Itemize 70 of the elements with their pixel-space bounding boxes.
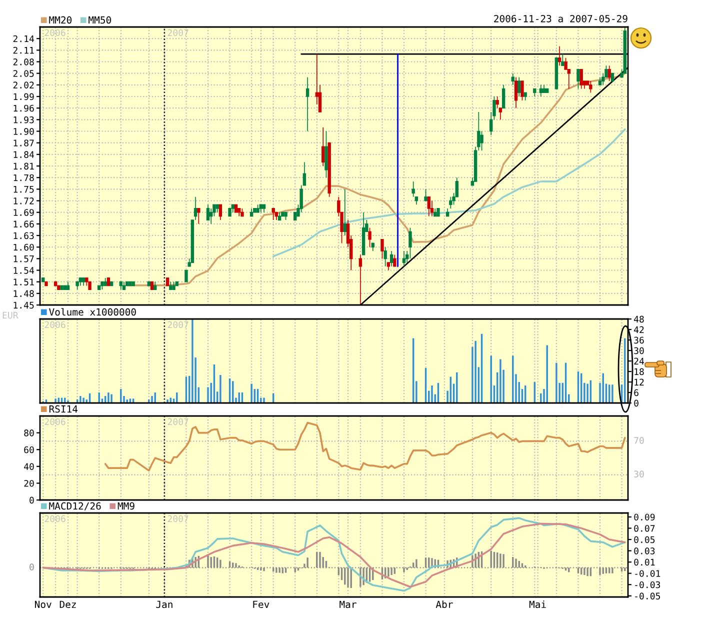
x-tick-label: Jan <box>156 600 172 608</box>
y-tick-label: 1.63 <box>14 232 34 240</box>
y-axis-title: EUR <box>2 312 18 319</box>
y-tick-label: 2.02 <box>13 82 34 88</box>
y-tick-label: 30 <box>634 347 644 354</box>
y-tick-label: 1.81 <box>14 162 34 170</box>
legend-label: Volume x1000000 <box>49 308 136 316</box>
ref-line-label: 2007 <box>168 321 188 328</box>
annotation: 2006 <box>44 515 66 522</box>
y-tick-label: 1.60 <box>14 244 34 251</box>
x-tick-label: Dez <box>60 600 76 608</box>
y-tick-label: 0.09 <box>634 514 655 521</box>
y-tick-label: 1.90 <box>14 128 34 135</box>
x-tick-label: Nov <box>34 600 52 608</box>
y-tick-label: 0.05 <box>634 536 655 544</box>
y-tick-label: 0 <box>30 496 34 504</box>
y-tick-label: 36 <box>634 336 644 344</box>
y-tick-label: 1.93 <box>14 116 34 124</box>
x-tick-label: Mar <box>340 600 356 608</box>
annotation: 2006 <box>44 418 66 426</box>
x-tick-label: Abr <box>436 600 453 608</box>
y-tick-label: 1.78 <box>14 174 34 182</box>
y-tick-label: 1.84 <box>14 151 34 158</box>
annotation: 2006 <box>44 29 66 36</box>
y-tick-label: 6 <box>634 389 638 396</box>
legend-label: MM9 <box>118 502 134 510</box>
ref-line-label: 2007 <box>168 29 188 36</box>
y-tick-label: 1.69 <box>14 209 34 216</box>
y-tick-label: 2.14 <box>13 35 34 42</box>
y-tick-label: 1.72 <box>14 198 34 204</box>
y-tick-label: 2.11 <box>13 46 34 54</box>
y-tick-label: 60 <box>24 446 34 454</box>
y-tick-label: 1.51 <box>14 278 34 286</box>
ref-line-label: 2007 <box>168 418 188 426</box>
legend-label: RSI14 <box>49 405 78 413</box>
y-tick-label: 0.07 <box>634 524 655 532</box>
annotation: 2006 <box>44 321 66 328</box>
y-tick-label: 48 <box>634 316 644 323</box>
y-tick-label: 0 <box>634 400 638 407</box>
legend-label: MACD12/26 <box>49 502 101 510</box>
y-tick-label: 1.87 <box>14 140 34 146</box>
y-tick-label: 42 <box>634 326 644 333</box>
y-tick-label: 1.45 <box>14 302 34 309</box>
y-tick-label: -0.03 <box>635 581 660 588</box>
y-tick-label: 1.66 <box>14 220 34 228</box>
chart-subtitle: 2006-11-23 a 2007-05-29 <box>494 14 628 22</box>
y-tick-label: 1.99 <box>14 93 34 100</box>
y-tick-label: 2.05 <box>13 70 34 77</box>
y-tick-label: -0.01 <box>635 570 660 577</box>
y-tick-label: 40 <box>24 463 34 470</box>
x-tick-label: Fev <box>253 600 270 608</box>
y-tick-label: 20 <box>24 480 34 487</box>
ref-line-label: 2007 <box>168 515 188 522</box>
y-tick-label: 0.03 <box>634 548 655 554</box>
y-tick-label: 80 <box>24 430 34 436</box>
y-tick-label: 1.54 <box>14 267 34 274</box>
y-tick-label: 1.48 <box>14 290 34 297</box>
y-tick-label: 1.75 <box>14 186 34 193</box>
legend-label: MM20 <box>49 16 72 24</box>
y-tick-label: 1.96 <box>14 104 34 112</box>
y-tick-label: 2.08 <box>13 58 34 66</box>
y-tick-label: 1.57 <box>14 256 34 262</box>
ref-line-label: 70 <box>634 437 644 444</box>
y-tick-label: 12 <box>634 378 644 386</box>
y-tick-label: 24 <box>634 358 644 364</box>
y-tick-label: 18 <box>634 368 644 376</box>
y-tick-label: -0.05 <box>635 592 660 600</box>
legend-label: MM50 <box>88 16 111 24</box>
y-tick-label: 0.01 <box>634 558 655 566</box>
x-tick-label: Mai <box>529 600 546 608</box>
